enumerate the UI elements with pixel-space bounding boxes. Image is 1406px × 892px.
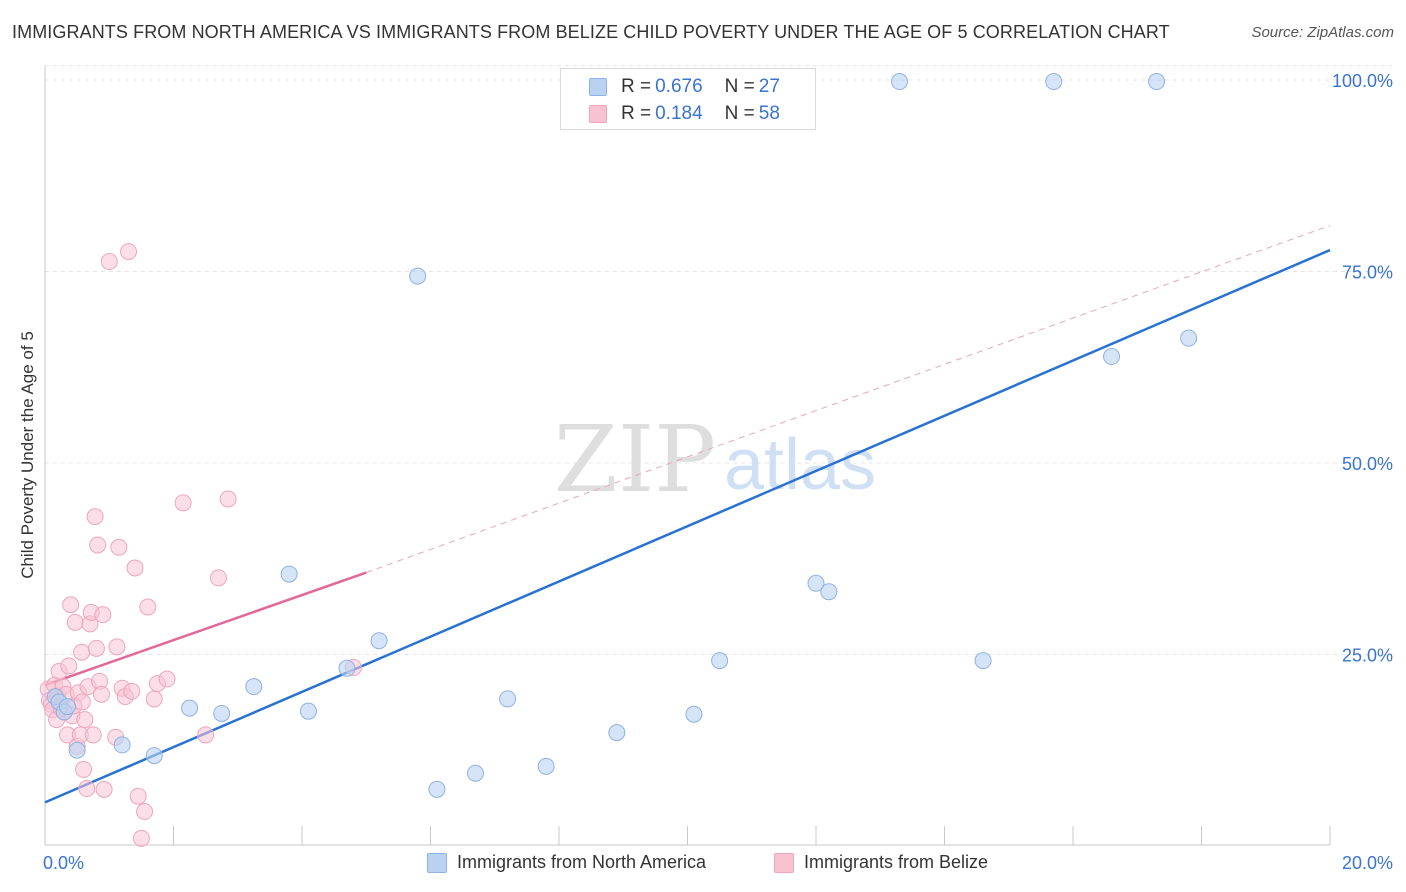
point-north-america (245, 678, 263, 696)
point-belize (123, 682, 141, 700)
point-belize (174, 494, 192, 512)
point-north-america (807, 574, 825, 592)
n-label: N = (724, 76, 755, 97)
point-belize (126, 559, 144, 577)
point-north-america (711, 652, 729, 670)
legend-swatch-belize (774, 852, 794, 873)
point-north-america (113, 736, 131, 754)
n-value: 58 (758, 103, 780, 124)
point-north-america (499, 690, 517, 708)
point-north-america (974, 652, 992, 670)
point-belize (110, 538, 128, 556)
point-belize (66, 613, 84, 631)
point-belize (93, 685, 111, 703)
point-belize (158, 670, 176, 688)
point-north-america (537, 757, 555, 775)
point-belize (78, 780, 96, 798)
point-belize (108, 638, 126, 656)
r-value: 0.676 (655, 76, 703, 97)
legend-item-north-america[interactable]: Immigrants from North America (427, 852, 706, 873)
stats-row-belize: R = 0.184 N = 58 (589, 101, 780, 127)
point-belize (86, 508, 104, 526)
point-north-america (1180, 329, 1198, 347)
point-belize (84, 726, 102, 744)
r-value: 0.184 (655, 103, 703, 124)
point-north-america (58, 698, 76, 716)
point-belize (87, 639, 105, 657)
point-belize (209, 569, 227, 587)
source-label: Source: ZipAtlas.com (1251, 24, 1394, 41)
point-north-america (338, 659, 356, 677)
belize-swatch (589, 105, 607, 123)
point-belize (132, 829, 150, 847)
point-belize (75, 760, 93, 778)
point-belize (62, 596, 80, 614)
point-north-america (213, 704, 231, 722)
n-label: N = (724, 103, 755, 124)
trendline-belize (44, 571, 367, 687)
point-belize (136, 803, 154, 821)
north-america-swatch (589, 78, 607, 96)
point-north-america (280, 565, 298, 583)
grid-layer (45, 65, 1392, 655)
point-belize (129, 787, 147, 805)
stats-legend: R = 0.676 N = 27 R = 0.184 N = 58 (560, 68, 816, 130)
r-label: R = (621, 103, 652, 124)
trendline-north-america (44, 248, 1331, 804)
y-tick-label: 100.0% (1332, 71, 1393, 91)
point-belize (95, 780, 113, 798)
trend-layer (44, 225, 1331, 804)
point-north-america (428, 780, 446, 798)
point-north-america (409, 267, 427, 285)
point-belize (94, 606, 112, 624)
watermark: ZIP atlas (554, 406, 876, 513)
point-north-america (370, 632, 388, 650)
y-tick-label: 50.0% (1342, 454, 1393, 474)
tick-label-layer: 25.0% 50.0% 75.0% 100.0% 0.0% 20.0% (43, 71, 1393, 873)
point-belize (219, 490, 237, 508)
points-layer (39, 73, 1198, 847)
point-north-america (1148, 73, 1166, 91)
point-north-america (685, 705, 703, 723)
x-tick-label: 0.0% (43, 853, 84, 873)
trendline-belize-extension (366, 225, 1331, 574)
point-belize (89, 536, 107, 554)
legend-item-belize[interactable]: Immigrants from Belize (774, 852, 988, 873)
point-belize (139, 598, 157, 616)
point-belize (73, 693, 91, 711)
point-north-america (181, 699, 199, 717)
point-belize (197, 726, 215, 744)
point-north-america (608, 724, 626, 742)
point-belize (73, 643, 91, 661)
point-north-america (299, 702, 317, 720)
legend-label-belize: Immigrants from Belize (804, 852, 989, 872)
point-north-america (891, 73, 909, 91)
point-north-america (1045, 73, 1063, 91)
point-belize (120, 243, 138, 261)
point-north-america (820, 583, 838, 601)
y-tick-label: 25.0% (1342, 646, 1393, 666)
stats-row-north-america: R = 0.676 N = 27 (589, 74, 780, 100)
watermark-atlas: atlas (724, 425, 876, 505)
point-north-america (68, 741, 86, 759)
point-north-america (1103, 348, 1121, 366)
watermark-zip: ZIP (554, 406, 716, 513)
point-belize (145, 690, 163, 708)
x-tick-label: 20.0% (1342, 853, 1393, 873)
chart-title: IMMIGRANTS FROM NORTH AMERICA VS IMMIGRA… (12, 22, 1170, 42)
point-belize (76, 711, 94, 729)
legend-label-north-america: Immigrants from North America (457, 852, 707, 872)
point-north-america (145, 747, 163, 765)
point-belize (100, 253, 118, 271)
point-north-america (466, 764, 484, 782)
r-label: R = (621, 76, 652, 97)
axes-layer (44, 66, 1331, 846)
y-tick-label: 75.0% (1342, 263, 1393, 283)
point-belize (60, 657, 78, 675)
n-value: 27 (758, 76, 780, 97)
legend-swatch-north-america (427, 852, 447, 873)
